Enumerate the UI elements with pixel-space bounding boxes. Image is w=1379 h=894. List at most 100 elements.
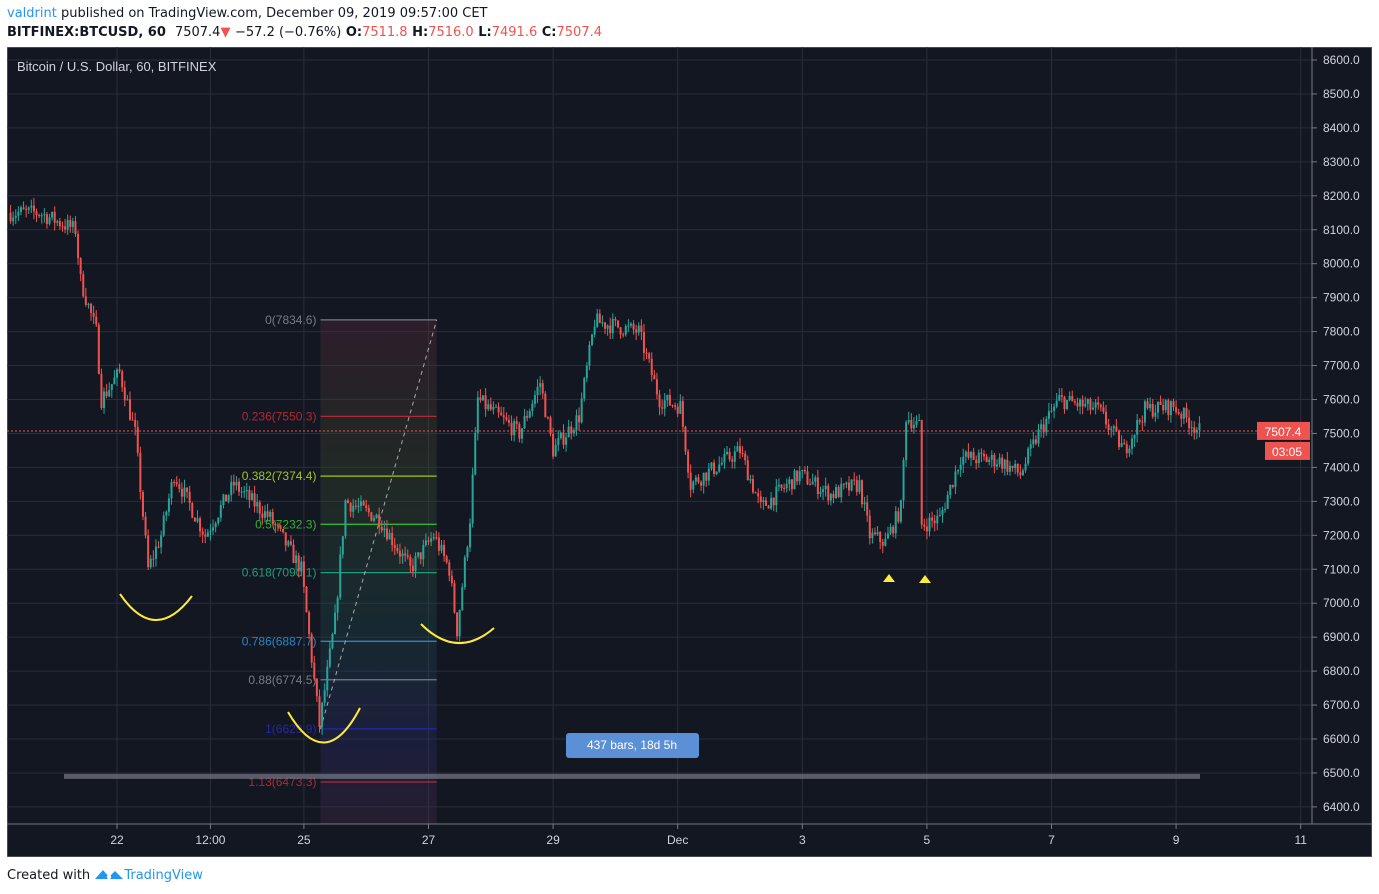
x-tick-label: 12:00	[195, 833, 225, 847]
candle	[715, 471, 718, 476]
candle	[642, 323, 645, 361]
candle	[567, 419, 570, 438]
candle	[61, 221, 64, 232]
candle	[315, 678, 318, 703]
candle	[661, 399, 664, 415]
candle-body	[876, 532, 879, 535]
candle-body	[284, 532, 287, 546]
candle-body	[383, 528, 386, 531]
candle-body	[653, 375, 656, 380]
candle-body	[1066, 399, 1069, 410]
candle	[497, 402, 500, 418]
candle-body	[1182, 408, 1185, 419]
candle-body	[121, 371, 124, 388]
candle-body	[772, 497, 775, 506]
candle	[588, 341, 591, 371]
candle	[801, 469, 804, 479]
candle	[861, 479, 864, 508]
candle	[515, 416, 518, 430]
candle-body	[131, 419, 134, 421]
candle-body	[186, 487, 189, 492]
candle-body	[344, 500, 347, 537]
candle	[502, 407, 505, 425]
candle	[1034, 435, 1037, 446]
candle-body	[627, 325, 630, 327]
candle	[967, 443, 970, 460]
tradingview-link[interactable]: TradingView	[124, 868, 203, 883]
candle	[64, 218, 67, 234]
candle-body	[315, 678, 318, 697]
candle	[56, 219, 59, 227]
candle	[458, 609, 461, 642]
candle	[108, 382, 111, 398]
candle-body	[339, 554, 342, 598]
candle	[279, 524, 282, 532]
candle	[30, 199, 33, 214]
candle-body	[713, 462, 716, 474]
candle	[40, 212, 43, 224]
candle	[549, 415, 552, 437]
candle-body	[292, 544, 295, 564]
candle-body	[759, 496, 762, 503]
candle	[180, 482, 183, 504]
candle	[523, 408, 526, 429]
candle-body	[417, 552, 420, 557]
candle-body	[230, 481, 233, 496]
candle-body	[471, 474, 474, 524]
candle	[1151, 398, 1154, 419]
price-axis[interactable]: 8600.0 8500.0 8400.0 8300.0 8200.0 8100.0 8000…	[1312, 53, 1360, 814]
candle	[160, 530, 163, 554]
candle	[894, 506, 897, 539]
candle	[398, 543, 401, 564]
candle-body	[204, 534, 207, 537]
candle	[980, 448, 983, 463]
price-chart[interactable]: 0(7834.6) 0.236(7550.3) 0.382(7374.4) 0.5(7…	[7, 47, 1372, 857]
candle	[905, 420, 908, 467]
candle-body	[977, 452, 980, 464]
candle	[635, 324, 638, 341]
candle	[404, 546, 407, 562]
candle	[147, 529, 150, 571]
y-tick-label: 8300.0	[1323, 155, 1360, 169]
author-link[interactable]: valdrint	[7, 6, 57, 21]
candle-body	[692, 481, 695, 490]
candle-body	[430, 538, 433, 542]
candle-body	[243, 491, 246, 493]
candle-body	[1177, 412, 1180, 414]
candle-body	[1180, 413, 1183, 419]
candle-body	[604, 322, 607, 329]
candle	[1050, 403, 1053, 413]
candle-body	[170, 482, 173, 499]
candle-body	[165, 511, 168, 516]
candle-body	[941, 510, 944, 515]
candle-body	[731, 459, 734, 462]
y-tick-label: 8100.0	[1323, 223, 1360, 237]
time-axis[interactable]: 22 12:00 25 27 29 Dec 3 5 7 9 11	[110, 824, 1307, 847]
candle-body	[741, 453, 744, 455]
candle-body	[494, 406, 497, 408]
candle	[658, 389, 661, 416]
candle	[110, 384, 113, 398]
candle-body	[964, 451, 967, 457]
candle	[378, 507, 381, 535]
candle-body	[783, 488, 786, 490]
candle	[482, 395, 485, 402]
candle-body	[578, 415, 581, 423]
candle-body	[160, 535, 163, 548]
candle	[1055, 392, 1058, 409]
candle	[100, 368, 103, 410]
candle-body	[463, 557, 466, 588]
candle	[77, 230, 80, 265]
candle-body	[998, 457, 1001, 465]
candle-body	[128, 399, 131, 420]
x-tick-label: 25	[297, 833, 311, 847]
candle-body	[295, 555, 298, 564]
candle-body	[362, 501, 365, 506]
candle	[152, 550, 155, 568]
candle-body	[1089, 399, 1092, 410]
candle-body	[1138, 419, 1141, 422]
candle	[985, 453, 988, 463]
candle	[331, 632, 334, 650]
candle-body	[1053, 406, 1056, 411]
candle	[1084, 396, 1087, 408]
